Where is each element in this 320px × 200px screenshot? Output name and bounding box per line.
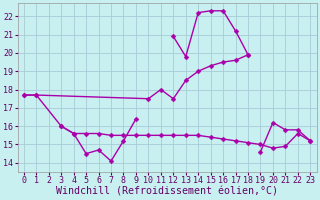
X-axis label: Windchill (Refroidissement éolien,°C): Windchill (Refroidissement éolien,°C) <box>56 187 278 197</box>
